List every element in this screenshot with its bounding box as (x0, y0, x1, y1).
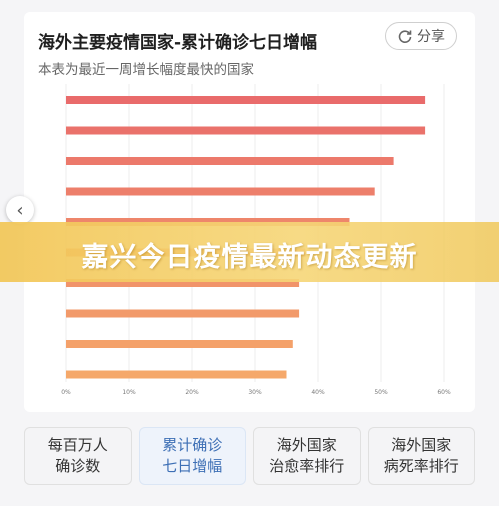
tab-bar: 每百万人 确诊数 累计确诊 七日增幅 海外国家 治愈率排行 海外国家 病死率排行 (24, 427, 475, 485)
tab-cases-per-million[interactable]: 每百万人 确诊数 (24, 427, 132, 485)
bar (66, 340, 293, 348)
bar (66, 187, 375, 196)
bar (66, 279, 300, 287)
tab-fatality-rate[interactable]: 海外国家 病死率排行 (367, 427, 475, 485)
share-button[interactable]: 分享 (385, 22, 457, 50)
tab-label-line2: 治愈率排行 (269, 457, 345, 475)
x-tick-label: 30% (248, 389, 262, 396)
tab-label-line1: 累计确诊 (162, 436, 223, 454)
bar-chart: 0% 10% 20% 30% 40% 50% 60% (61, 84, 451, 396)
x-tick-label: 50% (374, 389, 388, 396)
tab-label-line2: 病死率排行 (383, 457, 459, 475)
x-tick-label: 10% (122, 389, 136, 396)
tab-seven-day-growth[interactable]: 累计确诊 七日增幅 (138, 427, 246, 485)
bar (66, 126, 426, 135)
x-tick-label: 60% (437, 389, 451, 396)
tab-label-line1: 海外国家 (391, 436, 452, 454)
tab-label-line1: 每百万人 (47, 436, 108, 454)
page-subtitle: 本表为最近一周增长幅度最快的国家 (38, 62, 254, 78)
x-tick-label: 40% (311, 389, 325, 396)
banner-text: 嘉兴今日疫情最新动态更新 (81, 242, 418, 273)
tab-label-line2: 七日增幅 (162, 457, 223, 475)
chart-card: 海外主要疫情国家-累计确诊七日增幅 本表为最近一周增长幅度最快的国家 分享 0%… (24, 12, 475, 412)
bar (66, 96, 426, 104)
share-label: 分享 (417, 29, 445, 45)
tab-label-line1: 海外国家 (276, 436, 337, 454)
page-title: 海外主要疫情国家-累计确诊七日增幅 (38, 33, 318, 53)
tab-label-line2: 确诊数 (55, 457, 101, 475)
share-icon (398, 30, 412, 43)
x-tick-label: 20% (185, 389, 199, 396)
bar (66, 370, 287, 379)
chevron-left-icon[interactable]: ‹ (6, 196, 34, 224)
bar (66, 309, 300, 318)
tab-recovery-rate[interactable]: 海外国家 治愈率排行 (253, 427, 361, 485)
overlay-banner: 嘉兴今日疫情最新动态更新 (0, 222, 499, 282)
x-tick-label: 0% (61, 389, 71, 396)
bar (66, 157, 394, 165)
